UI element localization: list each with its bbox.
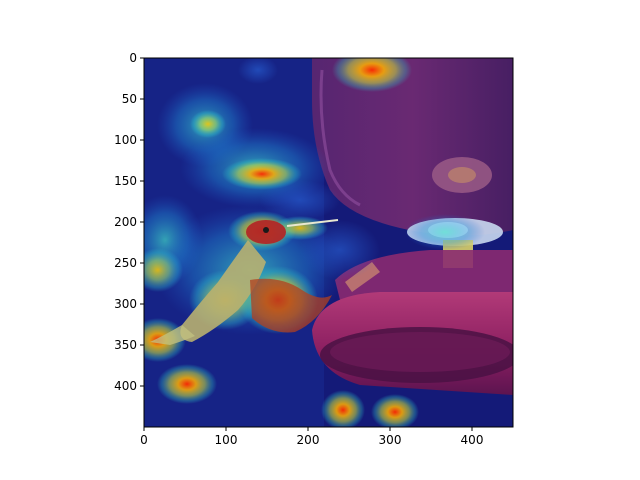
x-tick-label: 400 [461,433,484,447]
y-axis: 0 50 100 150 200 250 300 350 400 [114,51,144,393]
hummingbird-wing [250,278,332,333]
x-tick-label: 200 [297,433,320,447]
x-tick-label: 100 [215,433,238,447]
y-tick-label: 250 [114,256,137,270]
hummingbird [150,219,339,345]
hummingbird-tail [150,325,195,345]
y-tick-label: 50 [122,92,137,106]
x-axis: 0 100 200 300 400 [140,427,483,447]
y-tick-label: 300 [114,297,137,311]
hummingbird-body [180,240,266,342]
y-tick-label: 200 [114,215,137,229]
y-tick-label: 150 [114,174,137,188]
hummingbird-beak [286,219,339,227]
axes-frame [143,57,514,428]
y-tick-label: 100 [114,133,137,147]
x-tick-label: 300 [379,433,402,447]
feeder-jar [312,58,513,236]
y-tick-label: 400 [114,379,137,393]
y-tick-label: 0 [129,51,137,65]
y-tick-label: 350 [114,338,137,352]
feeder-base [312,250,513,395]
x-tick-label: 0 [140,433,148,447]
heatmap-image [144,58,513,427]
